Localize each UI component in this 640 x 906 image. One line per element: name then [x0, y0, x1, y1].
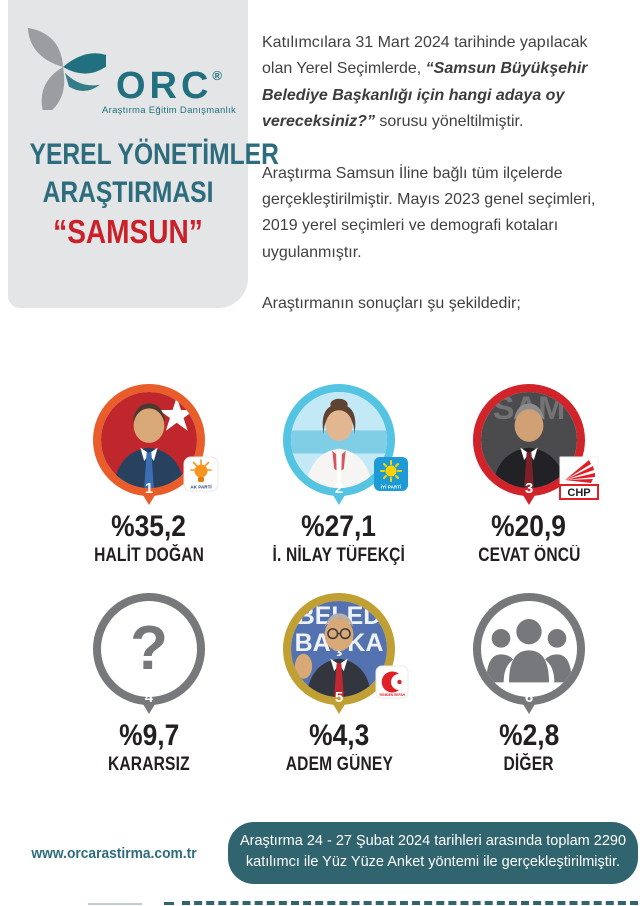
intro-paragraph-1: Katılımcılara 31 Mart 2024 tarihinde yap… — [262, 30, 620, 136]
cutoff-next-section — [164, 902, 174, 905]
note-line-2: katılımcı ile Yüz Yüze Anket yöntemi ile… — [245, 854, 621, 871]
undecided-pin: ? 4 — [91, 593, 207, 717]
result-card-cevat-oncu: SAM 3 — [434, 384, 624, 567]
rank-badge: 4 — [144, 689, 154, 706]
title-line-2: ARAŞTIRMASI — [42, 176, 214, 209]
registered-mark: ® — [212, 68, 223, 83]
candidate-name: CEVAT ÖNCÜ — [477, 545, 581, 566]
candidate-photo — [283, 384, 395, 496]
intro-text: Katılımcılara 31 Mart 2024 tarihinde yap… — [262, 30, 620, 318]
candidate-pin: 2 — [281, 384, 408, 508]
candidate-name: KARARSIZ — [108, 754, 190, 775]
candidate-name: ADEM GÜNEY — [285, 754, 393, 775]
question-icon: ? — [93, 593, 205, 705]
poll-results: ★ 1 — [0, 384, 640, 776]
rank-badge: 5 — [334, 689, 344, 706]
logo-word: ORC — [115, 65, 213, 107]
website-link[interactable]: www.orcarastirma.com.tr — [31, 844, 197, 862]
result-card-halit-dogan: ★ 1 — [54, 384, 244, 567]
candidate-name: İ. NİLAY TÜFEKÇİ — [272, 545, 406, 566]
question-glyph: ? — [130, 614, 168, 683]
candidate-photo: BELED BAŞKA — [283, 593, 395, 705]
percent-value: %4,3 — [308, 719, 370, 752]
footer: www.orcarastirma.com.tr Araştırma 24 - 2… — [0, 822, 640, 885]
yeniden-refah-logo: YENİDEN REFAH — [375, 665, 409, 703]
chp-label: CHP — [567, 487, 590, 499]
percent-value: %27,1 — [301, 510, 377, 543]
poll-question-quote: “Samsun Büyükşehir Belediye Başkanlığı i… — [262, 60, 588, 131]
percent-value: %20,9 — [491, 510, 567, 543]
intro-paragraph-3: Araştırmanın sonuçları şu şekildedir; — [262, 295, 521, 313]
cutoff-next-section — [182, 901, 638, 905]
chp-logo: CHP — [559, 456, 599, 500]
results-row-1: ★ 1 — [0, 384, 640, 567]
title-city: “SAMSUN” — [53, 213, 203, 250]
result-card-diger: 6 %2,8 DİĞER — [434, 593, 624, 776]
percent-value: %35,2 — [111, 510, 187, 543]
iyi-parti-logo: İYİ PARTİ — [373, 456, 409, 496]
report-title: YEREL YÖNETİMLER ARAŞTIRMASI “SAMSUN” — [8, 136, 279, 252]
candidate-name: HALİT DOĞAN — [93, 545, 204, 566]
result-card-adem-guney: BELED BAŞKA — [244, 593, 434, 776]
people-icon — [473, 593, 585, 705]
title-line-1: YEREL YÖNETİMLER — [29, 138, 279, 171]
note-line-1: Araştırma 24 - 27 Şubat 2024 tarihleri a… — [239, 833, 627, 849]
candidate-name: DİĞER — [503, 754, 555, 775]
ak-parti-label: AK PARTİ — [190, 484, 211, 490]
others-pin: 6 — [471, 593, 587, 717]
rank-badge: 3 — [524, 480, 534, 497]
results-row-2: ? 4 %9,7 KARARSIZ BELED BAŞKA — [0, 593, 640, 776]
rank-badge: 1 — [144, 480, 154, 497]
logo-subtitle: Araştırma Eğitim Danışmanlık — [101, 105, 237, 116]
result-card-nilay-tufekci: 2 — [244, 384, 434, 567]
rank-badge: 2 — [334, 480, 344, 497]
intro-paragraph-2: Araştırma Samsun İline bağlı tüm ilçeler… — [262, 164, 596, 261]
percent-value: %2,8 — [498, 719, 560, 752]
rank-badge: 6 — [524, 689, 534, 706]
cutoff-next-section — [88, 903, 142, 905]
yeniden-refah-label: YENİDEN REFAH — [379, 693, 406, 697]
brand-panel: ORC® Araştırma Eğitim Danışmanlık YEREL … — [8, 0, 279, 308]
intro-p1-after: sorusu yöneltilmiştir. — [374, 113, 524, 131]
ak-parti-logo: AK PARTİ — [183, 456, 219, 496]
percent-value: %9,7 — [118, 719, 180, 752]
orc-trefoil-icon — [20, 24, 115, 117]
orc-logo-text: ORC® Araştırma Eğitim Danışmanlık — [102, 58, 236, 116]
result-card-kararsiz: ? 4 %9,7 KARARSIZ — [54, 593, 244, 776]
orc-logo: ORC® Araştırma Eğitim Danışmanlık — [8, 24, 248, 117]
candidate-pin: BELED BAŞKA — [281, 593, 409, 717]
iyi-parti-label: İYİ PARTİ — [381, 484, 401, 490]
candidate-pin: SAM 3 — [471, 384, 599, 508]
candidate-pin: ★ 1 — [91, 384, 219, 508]
methodology-note: Araştırma 24 - 27 Şubat 2024 tarihleri a… — [228, 822, 638, 885]
intro-p1-before: Katılımcılara 31 Mart 2024 tarihinde yap… — [262, 34, 588, 78]
